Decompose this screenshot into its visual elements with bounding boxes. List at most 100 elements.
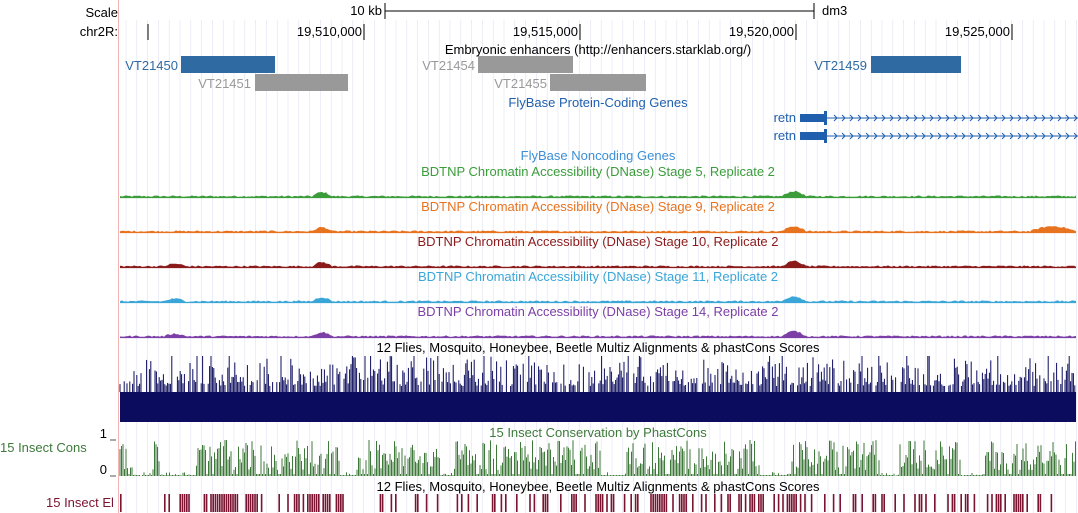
conserved-element (456, 494, 459, 512)
conserved-element (793, 494, 795, 512)
insect-conservation-graph[interactable] (119, 440, 1076, 476)
conserved-element (560, 494, 562, 512)
conserved-element (854, 494, 857, 512)
strand-arrow (913, 114, 918, 122)
conserved-element (995, 494, 998, 512)
conserved-element (744, 494, 747, 512)
conserved-element (315, 494, 318, 512)
scale-bar-label: 10 kb (350, 3, 382, 18)
strand-arrow (865, 132, 870, 140)
enhancer-label[interactable]: VT21451 (198, 76, 251, 91)
side-label-insect-elements[interactable]: 15 Insect El (46, 495, 114, 510)
position-ticks (147, 24, 1013, 40)
conserved-element (168, 494, 170, 512)
enhancer-feature[interactable] (181, 56, 275, 73)
enhancer-feature[interactable] (255, 74, 348, 91)
track-title-enhancers[interactable]: Embryonic enhancers (http://enhancers.st… (444, 42, 752, 57)
strand-arrow (1065, 114, 1070, 122)
conserved-element (610, 494, 613, 512)
conserved-element (714, 494, 716, 512)
track-title-dnase-stage11[interactable]: BDTNP Chromatin Accessibility (DNase) St… (417, 269, 779, 284)
conserved-element (1000, 494, 1002, 512)
conserved-element (652, 494, 654, 512)
conserved-element (920, 494, 923, 512)
strand-arrow (993, 114, 998, 122)
strand-arrow (889, 114, 894, 122)
conserved-element (951, 494, 954, 512)
track-title-dnase-stage5[interactable]: BDTNP Chromatin Accessibility (DNase) St… (421, 164, 775, 179)
insect-elements-track[interactable] (120, 494, 1053, 512)
conserved-element (311, 494, 313, 512)
position-label: 19,525,000 (944, 24, 1010, 39)
dnase-signal-tracks[interactable] (120, 190, 1076, 339)
conserved-element (164, 494, 166, 512)
conserved-element (727, 494, 729, 512)
conserved-element (881, 494, 883, 512)
strand-arrow (1017, 132, 1022, 140)
conserved-element (758, 494, 760, 512)
conserved-element (296, 494, 298, 512)
conserved-element (249, 494, 252, 512)
conserved-element (788, 494, 791, 512)
conserved-element (1039, 494, 1042, 512)
conserved-element (203, 494, 206, 512)
conserved-element (461, 494, 463, 512)
strand-arrow (833, 132, 838, 140)
enhancer-feature[interactable] (871, 56, 961, 73)
conserved-element (342, 494, 344, 512)
track-title-flybase-coding[interactable]: FlyBase Protein-Coding Genes (508, 95, 688, 110)
conserved-element (832, 494, 835, 512)
conserved-element (804, 494, 806, 512)
strand-arrow (905, 114, 910, 122)
conserved-element (634, 494, 637, 512)
enhancer-label[interactable]: VT21450 (125, 58, 178, 73)
conserved-element (210, 494, 212, 512)
conserved-element (623, 494, 626, 512)
conserved-element (740, 494, 742, 512)
strand-arrow (1049, 132, 1054, 140)
conserved-element (417, 494, 419, 512)
gene-exon (824, 111, 827, 125)
conserved-element (505, 494, 507, 512)
conserved-element (918, 494, 921, 512)
track-title-dnase-stage10[interactable]: BDTNP Chromatin Accessibility (DNase) St… (417, 234, 779, 249)
strand-arrow (1009, 132, 1014, 140)
strand-arrow (1025, 132, 1030, 140)
retn-gene-models[interactable] (800, 111, 1078, 143)
conserved-element (379, 494, 382, 512)
track-title-dnase-stage14[interactable]: BDTNP Chromatin Accessibility (DNase) St… (417, 304, 779, 319)
enhancer-feature[interactable] (478, 56, 573, 73)
conserved-element (1017, 494, 1020, 512)
track-title-multiz[interactable]: 12 Flies, Mosquito, Honeybee, Beetle Mul… (376, 340, 820, 355)
enhancer-label[interactable]: VT21459 (814, 58, 867, 73)
gene-label-retn[interactable]: retn (773, 110, 796, 125)
strand-arrow (977, 114, 982, 122)
gene-label-retn[interactable]: retn (773, 128, 796, 143)
track-title-insect-cons[interactable]: 15 Insect Conservation by PhastCons (489, 425, 707, 440)
conserved-element (414, 494, 417, 512)
track-title-dnase-stage9[interactable]: BDTNP Chromatin Accessibility (DNase) St… (421, 199, 775, 214)
strand-arrow (953, 132, 958, 140)
gene-exon (800, 114, 825, 122)
side-label-insect-cons[interactable]: 15 Insect Cons (0, 440, 87, 455)
scale-label: Scale (85, 5, 118, 20)
enhancer-label[interactable]: VT21455 (494, 76, 547, 91)
conserved-element (278, 494, 280, 512)
strand-arrow (961, 132, 966, 140)
conserved-element (542, 494, 544, 512)
multiz-conservation-graph[interactable] (119, 356, 1076, 422)
conserved-element (883, 494, 885, 512)
conserved-element (665, 494, 668, 512)
track-title-flybase-noncoding[interactable]: FlyBase Noncoding Genes (520, 148, 676, 163)
enhancer-label[interactable]: VT21454 (422, 58, 475, 73)
strand-arrow (929, 114, 934, 122)
strand-arrow (1049, 114, 1054, 122)
conserved-element (494, 494, 496, 512)
enhancer-feature[interactable] (550, 74, 646, 91)
conserved-element (654, 494, 657, 512)
track-title-multiz-2[interactable]: 12 Flies, Mosquito, Honeybee, Beetle Mul… (376, 479, 820, 494)
strand-arrow (833, 114, 838, 122)
strand-arrow (881, 132, 886, 140)
